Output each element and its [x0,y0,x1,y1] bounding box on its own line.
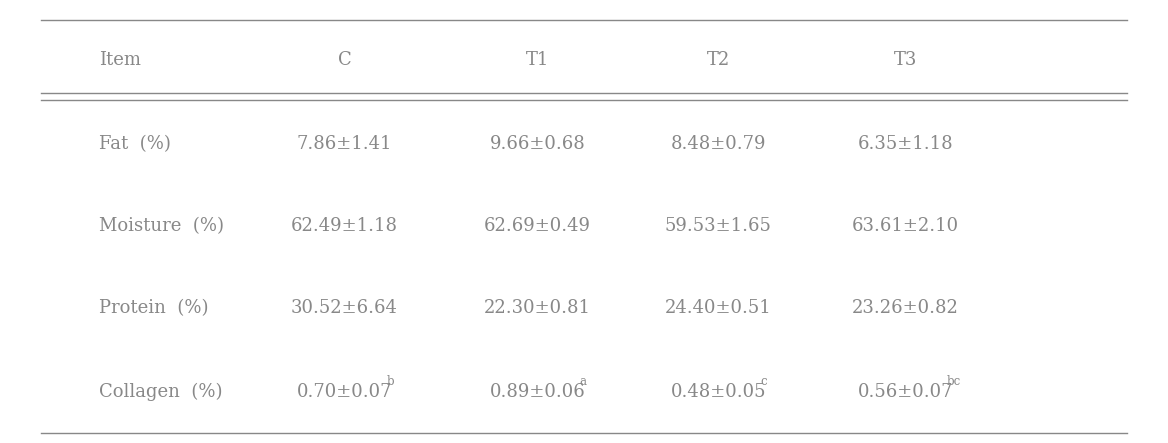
Text: Item: Item [99,51,141,69]
Text: 0.89±0.06: 0.89±0.06 [489,383,585,401]
Text: c: c [760,375,766,388]
Text: 23.26±0.82: 23.26±0.82 [851,299,959,317]
Text: 30.52±6.64: 30.52±6.64 [291,299,398,317]
Text: 7.86±1.41: 7.86±1.41 [297,135,392,153]
Text: 59.53±1.65: 59.53±1.65 [665,217,772,235]
Text: 0.48±0.05: 0.48±0.05 [670,383,766,401]
Text: 62.69±0.49: 62.69±0.49 [484,217,591,235]
Text: 22.30±0.81: 22.30±0.81 [484,299,591,317]
Text: T3: T3 [894,51,917,69]
Text: 24.40±0.51: 24.40±0.51 [665,299,772,317]
Text: T1: T1 [526,51,549,69]
Text: Protein  (%): Protein (%) [99,299,209,317]
Text: 6.35±1.18: 6.35±1.18 [857,135,953,153]
Text: 0.56±0.07: 0.56±0.07 [857,383,953,401]
Text: 8.48±0.79: 8.48±0.79 [670,135,766,153]
Text: 62.49±1.18: 62.49±1.18 [291,217,398,235]
Text: Moisture  (%): Moisture (%) [99,217,224,235]
Text: b: b [387,375,394,388]
Text: 63.61±2.10: 63.61±2.10 [851,217,959,235]
Text: C: C [338,51,352,69]
Text: 9.66±0.68: 9.66±0.68 [489,135,585,153]
Text: 0.70±0.07: 0.70±0.07 [297,383,392,401]
Text: Fat  (%): Fat (%) [99,135,172,153]
Text: bc: bc [947,375,961,388]
Text: T2: T2 [707,51,730,69]
Text: Collagen  (%): Collagen (%) [99,383,223,401]
Text: a: a [579,375,586,388]
